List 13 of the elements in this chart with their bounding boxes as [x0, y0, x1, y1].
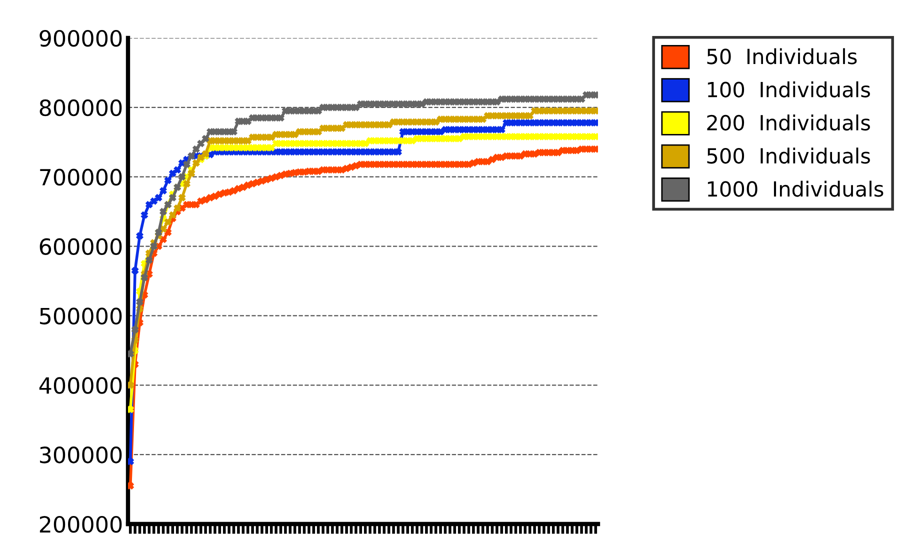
- legend-label: 500 Individuals: [707, 148, 870, 164]
- y-tick-label: 900000: [40, 30, 122, 47]
- legend-label: 100 Individuals: [708, 81, 870, 98]
- legend-label: 200 Individuals: [707, 114, 870, 131]
- y-tick-label: 500000: [40, 308, 122, 324]
- y-tick-label: 200000: [40, 516, 122, 533]
- legend-label: 1000 Individuals: [708, 180, 884, 197]
- y-tick-label: 300000: [40, 446, 122, 464]
- y-tick-label: 400000: [39, 377, 122, 394]
- legend-label: 50 Individuals: [707, 48, 857, 64]
- y-tick-label: 600000: [40, 238, 122, 256]
- y-tick-label: 800000: [40, 99, 122, 116]
- y-tick-label: 700000: [40, 168, 122, 186]
